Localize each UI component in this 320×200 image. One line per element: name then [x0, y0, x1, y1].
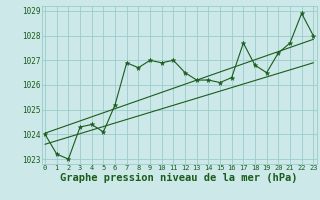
- X-axis label: Graphe pression niveau de la mer (hPa): Graphe pression niveau de la mer (hPa): [60, 173, 298, 183]
